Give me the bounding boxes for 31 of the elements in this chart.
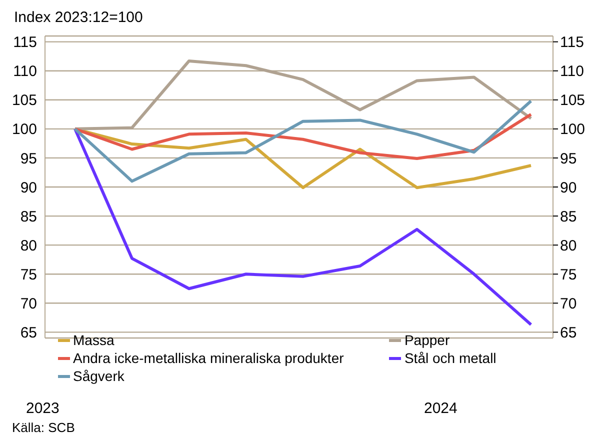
y-tick-label: 115: [13, 34, 37, 52]
y-tick-label: 95: [20, 150, 37, 168]
text: 2024: [424, 400, 458, 417]
chart-title: Index 2023:12=100: [14, 8, 144, 28]
legend-label: Papper: [404, 332, 450, 348]
y2-tick-label: 100: [560, 121, 586, 138]
y2-tick-label: 75: [560, 266, 577, 284]
y-tick-label: 85: [20, 208, 37, 226]
y-tick-label: 75: [20, 266, 37, 284]
y2-tick-label: 110: [560, 63, 584, 80]
y2-tick-label: 105: [560, 92, 586, 110]
legend-label: Andra icke-metalliska mineraliska produkter: [73, 350, 344, 366]
legend-label: Stål och metall: [404, 350, 496, 366]
text: 2023: [26, 400, 60, 417]
y-tick-label: 80: [20, 237, 37, 254]
y-tick-label: 100: [12, 121, 37, 138]
y2-tick-label: 85: [560, 208, 577, 226]
legend-label: Massa: [73, 332, 114, 348]
y-tick-label: 70: [20, 295, 37, 312]
y2-tick-label: 70: [560, 295, 577, 312]
y-tick-label: 90: [20, 179, 37, 196]
y2-tick-label: 80: [560, 237, 577, 254]
text: Källa: SCB: [12, 420, 76, 435]
y2-tick-label: 90: [560, 179, 577, 196]
legend-label: Sågverk: [73, 368, 124, 384]
y2-tick-label: 95: [560, 150, 577, 168]
y-tick-label: 65: [20, 324, 37, 342]
y-tick-label: 110: [13, 63, 37, 80]
y2-tick-label: 115: [560, 34, 584, 52]
y2-tick-label: 65: [560, 324, 577, 342]
y-tick-label: 105: [12, 92, 37, 110]
